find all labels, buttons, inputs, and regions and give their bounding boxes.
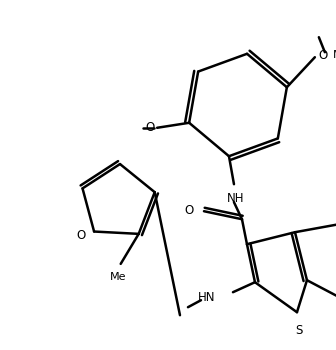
Text: O: O	[319, 49, 328, 62]
Text: O: O	[77, 229, 86, 242]
Text: S: S	[295, 324, 303, 337]
Text: O: O	[185, 204, 194, 217]
Text: HN: HN	[198, 291, 215, 304]
Text: NH: NH	[227, 192, 245, 205]
Text: Me: Me	[333, 50, 336, 60]
Text: Me: Me	[110, 272, 126, 282]
Text: O: O	[145, 121, 154, 134]
